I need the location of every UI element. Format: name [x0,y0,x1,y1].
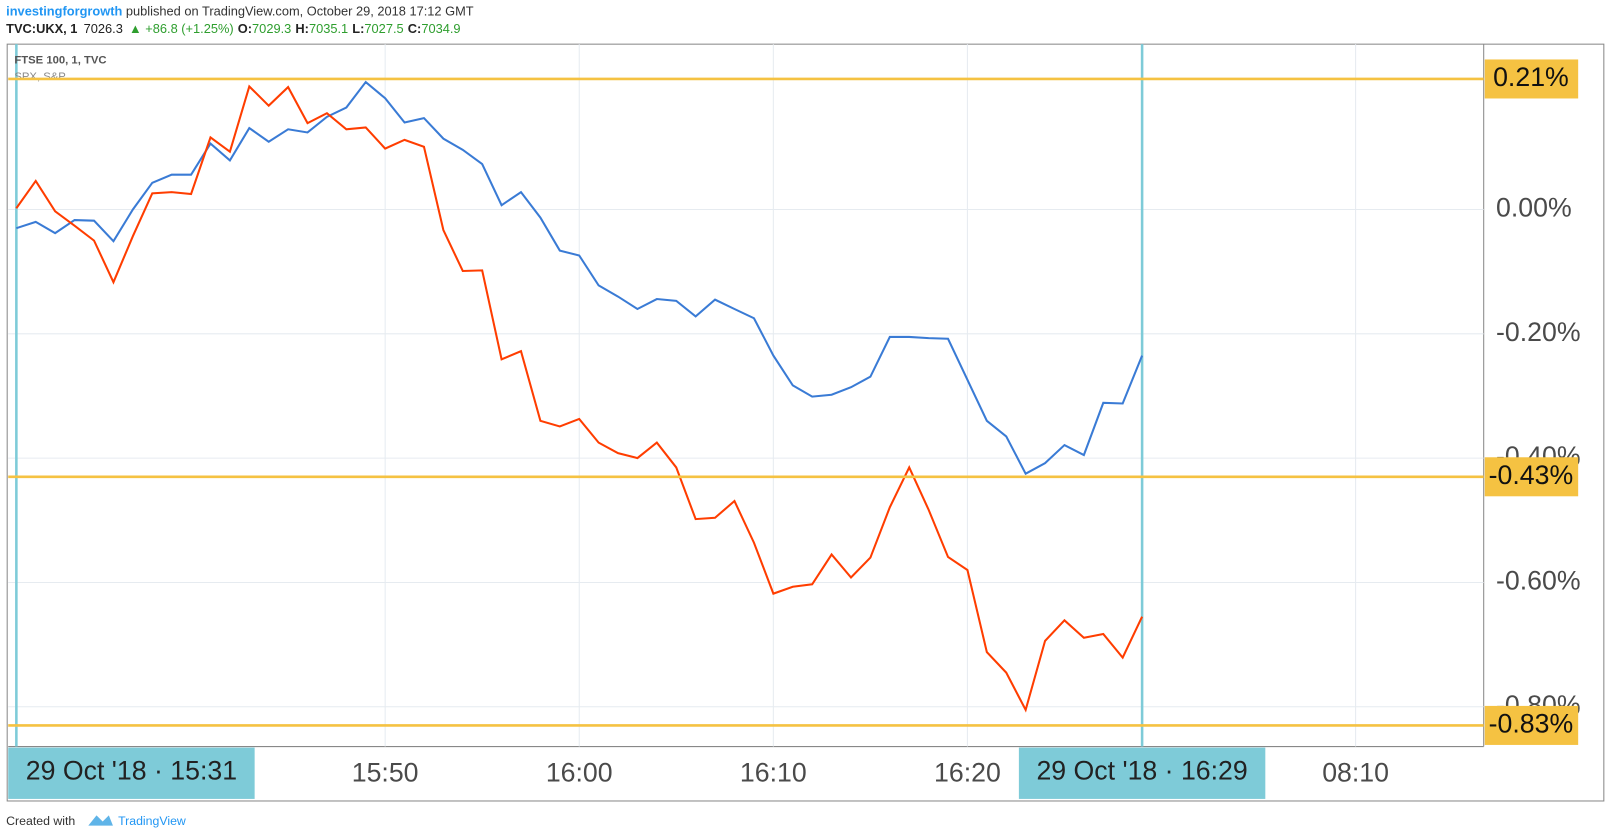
author[interactable]: investingforgrowth [6,4,122,19]
published: published on TradingView.com, October 29… [122,4,473,19]
series-line [15,84,1144,713]
level-label: -0.43% [1489,460,1574,490]
logo [88,815,113,826]
l-label: L: [352,21,364,36]
open: 7029.3 [252,21,291,36]
x-tick-label: 16:00 [546,757,613,787]
y-tick-label: 0.00% [1496,193,1572,223]
legend-entry: FTSE 100, 1, TVC [14,55,106,67]
x-tick-label: 15:50 [352,757,419,787]
h-label: H: [295,21,309,36]
y-tick-label: -0.60% [1496,565,1581,595]
symbol-line: TVC:UKX, 1 7026.3 ▲ +86.8 (+1.25%) O:7029.3… [6,21,460,36]
low: 7027.5 [364,21,403,36]
chart-frame [6,43,1605,802]
close: 7034.9 [421,21,460,36]
footer-brand[interactable]: TradingView [118,814,186,828]
range-badge [1018,747,1266,799]
range-label: 29 Oct '18 · 16:29 [1036,755,1247,785]
x-tick-label: 16:20 [934,757,1001,787]
x-tick-label: 08:10 [1322,757,1389,787]
high: 7035.1 [309,21,348,36]
range-label: 29 Oct '18 · 15:31 [26,755,237,785]
legend-entry: SPX, S&P [14,71,65,83]
last: 7026.3 [84,21,123,36]
level-badge [1484,705,1579,745]
symbol: TVC:UKX, 1 [6,21,77,36]
level-label: -0.83% [1489,708,1574,738]
level-badge [1484,59,1579,99]
y-tick-label: -0.20% [1496,317,1581,347]
x-tick-label: 16:10 [740,757,807,787]
change: ▲ +86.8 (+1.25%) [129,21,234,36]
level-badge [1484,457,1579,497]
plot-layer: 15:50 16:00 16:10 16:20 08:10 0.00% -0.20% -0.4… [8,44,1581,799]
header-line: investingforgrowth published on TradingV… [6,4,474,19]
footer-created: Created with [6,814,75,828]
o-label: O: [238,21,252,36]
c-label: C: [408,21,422,36]
range-badge [8,747,255,799]
level-label: 0.21% [1493,62,1569,92]
